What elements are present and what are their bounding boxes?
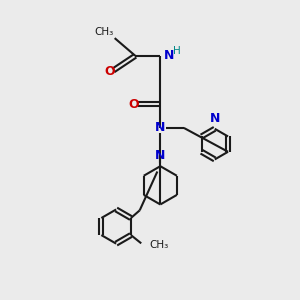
Text: N: N bbox=[210, 112, 220, 125]
Text: H: H bbox=[172, 46, 180, 56]
Text: O: O bbox=[104, 65, 115, 79]
Text: CH₃: CH₃ bbox=[149, 240, 169, 250]
Text: N: N bbox=[164, 49, 174, 62]
Text: N: N bbox=[155, 149, 166, 162]
Text: CH₃: CH₃ bbox=[94, 27, 113, 37]
Text: N: N bbox=[155, 122, 166, 134]
Text: O: O bbox=[128, 98, 139, 111]
